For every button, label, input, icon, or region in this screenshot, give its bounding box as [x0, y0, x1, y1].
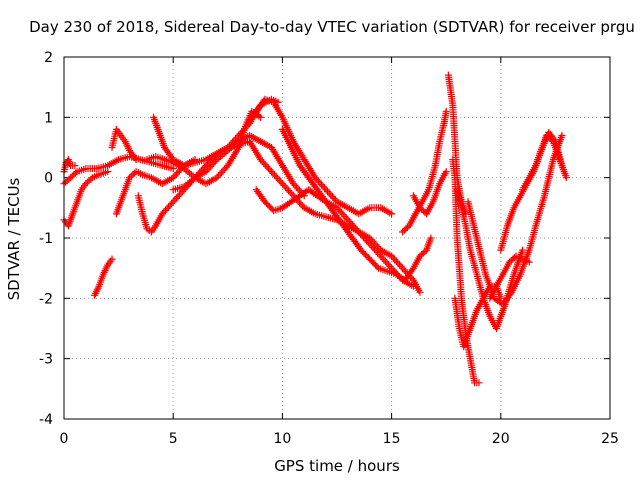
y-tick-labels: -4 -3 -2 -1 0 1 2 [39, 50, 53, 428]
data-point-markers [91, 255, 116, 299]
x-tick-label: 10 [273, 431, 291, 447]
y-tick-label: -4 [39, 412, 53, 428]
x-tick-label: 15 [383, 431, 401, 447]
data-point-markers [108, 125, 140, 164]
data-points [60, 71, 570, 387]
y-tick-label: 2 [44, 50, 53, 66]
x-tick-label: 25 [601, 431, 619, 447]
series-track-18 [449, 156, 483, 387]
data-point-markers [449, 156, 483, 387]
series-track-24 [519, 128, 566, 194]
series-track-14 [278, 125, 435, 284]
data-point-markers [486, 252, 533, 302]
x-tick-label: 20 [492, 431, 510, 447]
plot-frame [63, 56, 611, 420]
data-point-markers [278, 125, 435, 284]
y-tick-label: -3 [39, 352, 53, 368]
x-axis-label: GPS time / hours [274, 457, 400, 475]
y-tick-label: 1 [44, 110, 53, 126]
series-track-22 [486, 252, 533, 302]
data-point-markers [519, 128, 566, 194]
y-tick-label: -1 [39, 231, 53, 247]
chart-title: Day 230 of 2018, Sidereal Day-to-day VTE… [29, 18, 635, 36]
y-axis-label: SDTVAR / TECUs [5, 177, 23, 300]
y-tick-label: 0 [44, 171, 53, 187]
y-tick-label: -2 [39, 291, 53, 307]
x-tick-label: 0 [60, 431, 69, 447]
data-point-markers [252, 95, 396, 218]
data-point-markers [409, 168, 450, 218]
series-track-4 [91, 255, 116, 299]
series-track-15 [399, 107, 450, 236]
series-track-6 [108, 125, 140, 164]
series-track-12 [252, 95, 396, 218]
series-track-16 [409, 168, 450, 218]
data-point-markers [399, 107, 450, 236]
grid-lines [64, 57, 610, 419]
x-tick-label: 5 [169, 431, 178, 447]
x-tick-labels: 0 5 10 15 20 25 [60, 431, 619, 447]
